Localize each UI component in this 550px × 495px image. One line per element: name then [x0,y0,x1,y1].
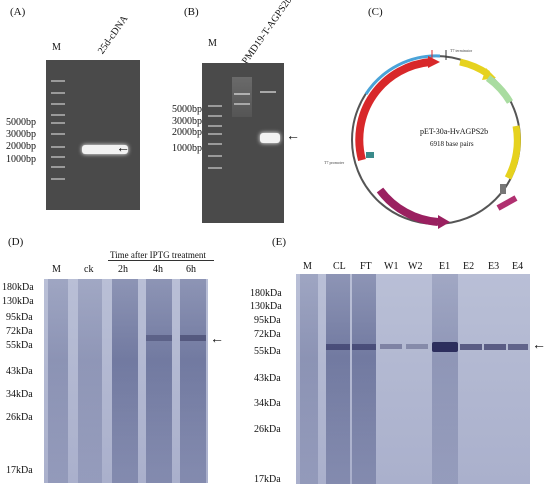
panel-a-marker: 5000bp [6,117,36,128]
plasmid-map: pET-30a-HvAGPS2b 6918 base pairs T7 prom… [324,48,521,229]
panel-d-marker: 43kDa [6,366,33,377]
panel-a-gel [46,60,140,210]
panel-b-marker: 2000bp [172,127,202,138]
panel-e-lane: E3 [488,261,500,272]
panel-b-arrow: ← [286,129,300,144]
panel-a-marker: 1000bp [6,154,36,165]
panel-e-gel [296,274,530,484]
panel-e-lane: E4 [512,261,524,272]
panel-d-header-line [108,260,214,261]
panel-b-gel [202,63,284,223]
panel-e-marker: 26kDa [254,424,281,435]
panel-d-marker: 34kDa [6,389,33,400]
panel-a-lane-m: M [52,42,61,53]
panel-e-lane: E1 [439,261,451,272]
panel-c-letter: (C) [368,6,383,18]
panel-b-lane-sample: PMD19-T-AGPS2b [240,0,295,67]
panel-d-marker: 180kDa [2,282,34,293]
panel-d-marker: 17kDa [6,465,33,476]
panel-a-marker: 2000bp [6,141,36,152]
panel-e-lane: W1 [384,261,399,272]
panel-d-arrow: ← [210,332,224,347]
panel-d-marker: 26kDa [6,412,33,423]
panel-e-marker: 55kDa [254,346,281,357]
panel-e-marker: 95kDa [254,315,281,326]
panel-b-marker: 1000bp [172,143,202,154]
panel-d-marker: 130kDa [2,296,34,307]
panel-e-arrow: ← [532,338,546,353]
panel-e-lane: W2 [408,261,423,272]
panel-d-header: Time after IPTG treatment [110,250,206,260]
panel-e-marker: 43kDa [254,373,281,384]
panel-a-arrow: ← [116,141,130,156]
plasmid-size: 6918 base pairs [430,140,474,148]
panel-e-marker: 130kDa [250,301,282,312]
feature-t7-terminator: T7 terminator [450,48,473,53]
panel-e-lane: CL [333,261,346,272]
panel-b-letter: (B) [184,6,199,18]
panel-e-lane: E2 [463,261,475,272]
panel-b-marker: 5000bp [172,104,202,115]
panel-b-marker: 3000bp [172,116,202,127]
panel-d-lane: 4h [153,264,163,275]
panel-e-marker: 72kDa [254,329,281,340]
panel-d-lane-ck: ck [84,264,94,275]
panel-a-letter: (A) [10,6,26,18]
panel-a-lane-sample: 25d-cDNA [96,13,131,57]
panel-e-lane: FT [360,261,372,272]
panel-e-letter: (E) [272,236,287,248]
panel-e-lane-m: M [303,261,312,272]
panel-e-marker: 180kDa [250,288,282,299]
panel-a-target-band [82,145,128,154]
panel-d-lane: 6h [186,264,196,275]
plasmid-name: pET-30a-HvAGPS2b [420,127,488,136]
panel-b-lane-m: M [208,38,217,49]
panel-e-marker: 34kDa [254,398,281,409]
panel-d-marker: 72kDa [6,326,33,337]
panel-a-marker: 3000bp [6,129,36,140]
panel-d-marker: 55kDa [6,340,33,351]
panel-d-gel [44,279,208,483]
panel-b-target-band [260,133,280,143]
panel-d-letter: (D) [8,236,24,248]
feature-t7-promoter: T7 promoter [324,160,345,165]
panel-d-lane: 2h [118,264,128,275]
panel-e-marker: 17kDa [254,474,281,485]
panel-d-marker: 95kDa [6,312,33,323]
panel-d-lane-m: M [52,264,61,275]
